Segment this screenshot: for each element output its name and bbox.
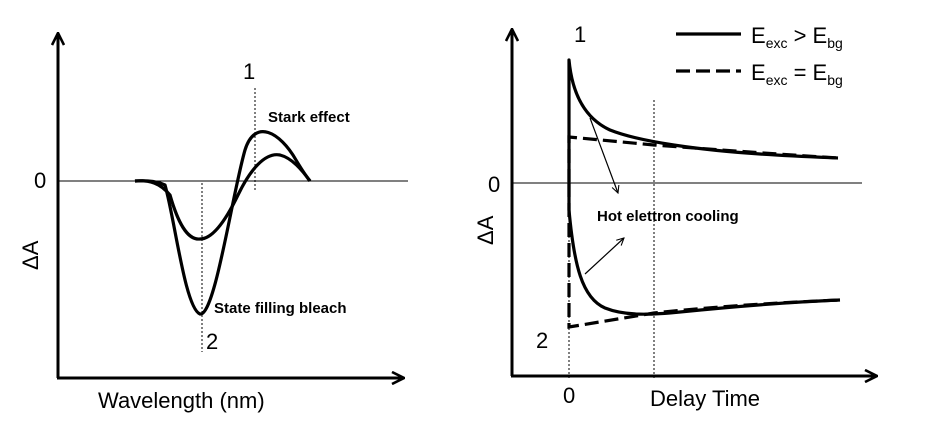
right-panel: 0 0 ΔA Delay Time 1 2 Hot elettron cooli… [473, 22, 876, 411]
right-zero-x-label: 0 [563, 383, 575, 408]
hot-electron-cooling-annotation: Hot elettron cooling [597, 208, 739, 225]
right-y-axis-label: ΔA [473, 215, 498, 245]
legend: Eexc > Ebg Eexc = Ebg [676, 23, 843, 88]
right-marker-1-label: 1 [574, 22, 586, 47]
right-x-axis-label: Delay Time [650, 386, 760, 411]
left-x-axis-label: Wavelength (nm) [98, 388, 265, 413]
cooling-arrow-down [589, 117, 618, 193]
left-y-axis-label: ΔA [18, 240, 43, 270]
left-curve-small-shift [134, 153, 312, 241]
right-marker-2-label: 2 [536, 328, 548, 353]
left-marker-1-label: 1 [243, 59, 255, 84]
right-zero-y-label: 0 [488, 172, 500, 197]
right-solid-curve-bottom [567, 183, 841, 316]
left-curve-large-shift [134, 130, 312, 316]
right-dashed-curve-top [567, 135, 839, 183]
left-zero-label: 0 [34, 168, 46, 193]
legend-dashed-label: Eexc = Ebg [751, 60, 843, 88]
cooling-arrow-up [584, 238, 624, 275]
left-marker-2-label: 2 [206, 329, 218, 354]
left-panel: 0 ΔA Wavelength (nm) 1 2 Stark effect St… [18, 34, 408, 413]
legend-solid-label: Eexc > Ebg [751, 23, 843, 51]
state-filling-bleach-annotation: State filling bleach [214, 300, 347, 317]
right-dashed-curve-bottom [567, 183, 841, 329]
stark-effect-annotation: Stark effect [268, 109, 350, 126]
